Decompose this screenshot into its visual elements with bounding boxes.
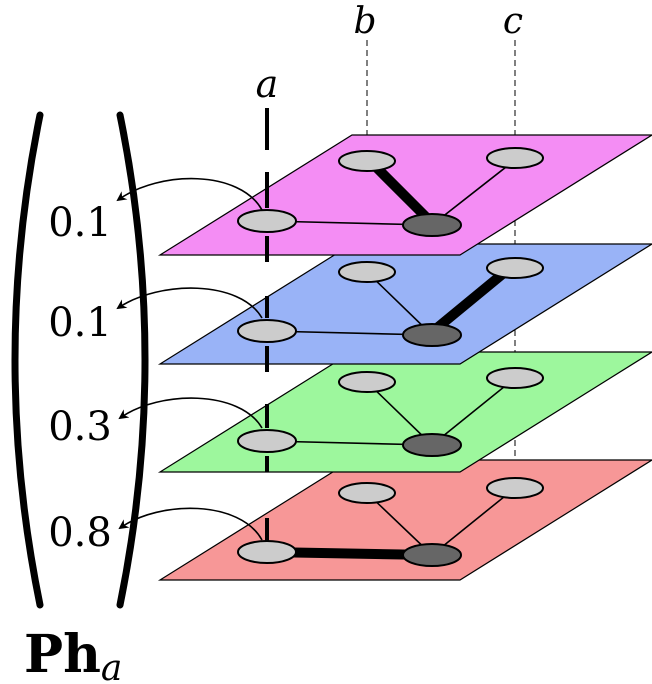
layer-4-plane: [157, 459, 652, 581]
layer-2-node-b: [338, 261, 396, 283]
layer-2: [157, 243, 652, 372]
vector-name-subscript: a: [101, 648, 122, 684]
left-parenthesis: [11, 111, 44, 609]
layer-4-node-center: [402, 543, 462, 567]
layer-1-node-center: [402, 213, 462, 237]
vector-value-3: 0.3: [48, 404, 112, 450]
vector-value-1: 0.1: [48, 200, 112, 246]
layer-3: [157, 351, 652, 473]
vector-value-2: 0.1: [48, 300, 112, 346]
layer-3-node-a: [237, 429, 297, 453]
layer-1-node-b: [338, 150, 396, 172]
arrow-layer-3: [118, 397, 263, 429]
layer-4: [157, 459, 652, 581]
arrow-layer-2: [116, 287, 263, 319]
layer-1-node-c: [486, 147, 544, 169]
arrow-layer-1: [116, 177, 263, 211]
layer-2-plane: [157, 243, 652, 365]
layer-1: [157, 134, 652, 262]
column-label-c: c: [503, 1, 523, 42]
layer-3-node-b: [338, 371, 396, 393]
vector-value-4: 0.8: [48, 510, 112, 556]
vector-name: Pha: [24, 624, 122, 684]
column-label-a: a: [256, 62, 279, 106]
layer-1-edge-c-center: [431, 159, 516, 226]
layer-4-node-a: [237, 540, 297, 564]
column-label-b: b: [353, 1, 376, 42]
layer-3-node-c: [486, 367, 544, 389]
layer-3-node-center: [402, 433, 462, 457]
layer-1-edge-b-center: [372, 163, 432, 223]
layer-4-edge-c-center: [431, 487, 516, 556]
right-parenthesis: [116, 111, 149, 609]
layer-3-edge-c-center: [431, 377, 516, 446]
layer-2-node-center: [402, 323, 462, 347]
layer-1-node-a: [237, 209, 297, 233]
layer-3-plane: [157, 351, 652, 473]
layer-2-node-c: [486, 257, 544, 279]
vector-name-main: Ph: [24, 624, 101, 684]
arrow-layer-4: [118, 507, 263, 541]
layer-4-node-c: [486, 477, 544, 499]
layer-2-node-a: [237, 319, 297, 343]
layer-2-edge-c-center: [432, 267, 510, 333]
layer-4-node-b: [338, 482, 396, 504]
